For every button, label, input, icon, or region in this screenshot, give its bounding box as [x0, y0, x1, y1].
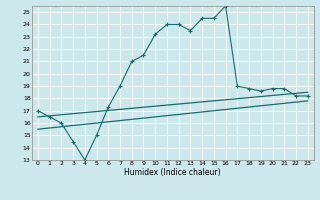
X-axis label: Humidex (Indice chaleur): Humidex (Indice chaleur)	[124, 168, 221, 177]
